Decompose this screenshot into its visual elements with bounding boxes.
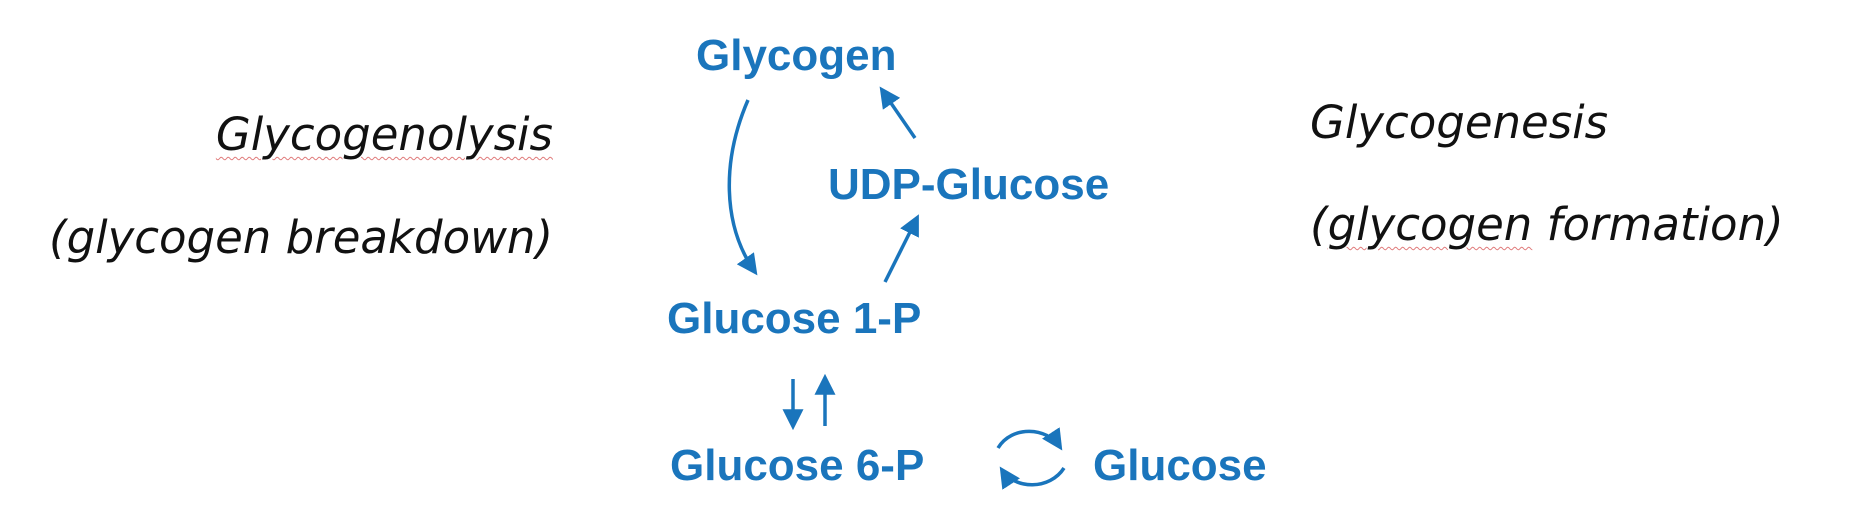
cycle-arrow-bottom bbox=[999, 466, 1066, 490]
paren-open: ( bbox=[1310, 198, 1328, 251]
glycogenesis-label: Glycogenesis bbox=[1310, 96, 1609, 149]
cycle-arrow-top bbox=[996, 427, 1063, 451]
arrow-glycogen-to-g1p bbox=[727, 99, 758, 276]
formation-word: formation) bbox=[1532, 198, 1784, 251]
glycogen-formation-label: (glycogen formation) bbox=[1310, 202, 1784, 247]
glycogenolysis-label: Glycogenolysis bbox=[215, 108, 553, 161]
glycogen-breakdown-label: (glycogen breakdown) bbox=[49, 211, 553, 264]
node-glucose: Glucose bbox=[1093, 441, 1267, 490]
glycogen-word: glycogen bbox=[1327, 198, 1533, 251]
node-glycogen: Glycogen bbox=[696, 31, 897, 80]
node-glucose-6p: Glucose 6-P bbox=[670, 441, 925, 490]
node-udp-glucose: UDP-Glucose bbox=[828, 160, 1110, 209]
node-glucose-1p: Glucose 1-P bbox=[667, 294, 922, 343]
arrow-udp-to-glycogen bbox=[879, 86, 917, 139]
arrow-g1p-to-udp bbox=[883, 214, 919, 283]
